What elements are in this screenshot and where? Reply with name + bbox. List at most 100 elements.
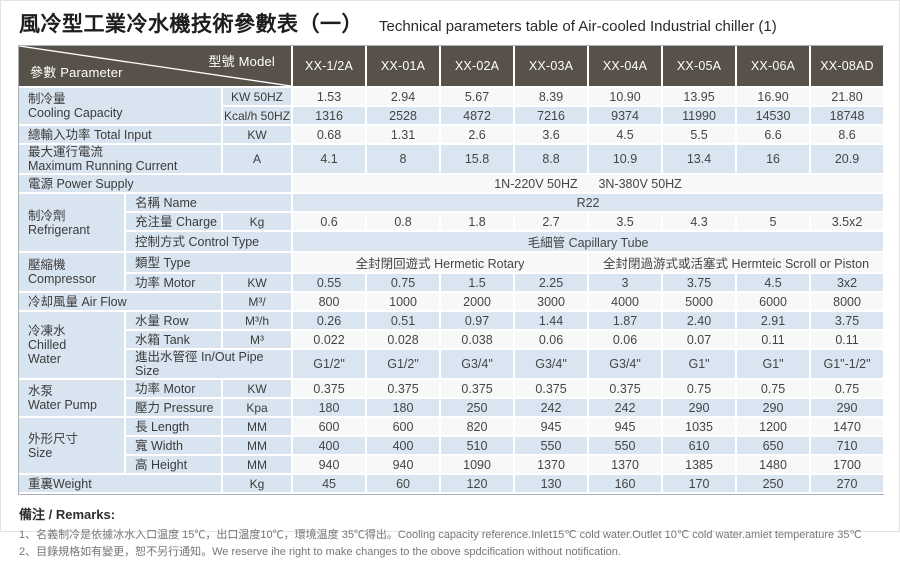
model-column-header: XX-04A (589, 46, 664, 88)
value-cell: 510 (441, 437, 516, 456)
corner-parameter-label: 參數 Parameter (30, 65, 123, 80)
table-row: 制冷劑 Refrigerant 名稱 Name R22 (19, 194, 886, 253)
table-row: 高 Height MM 940 940 1090 1370 1370 1385 1480 1700 (19, 456, 886, 475)
param-label: 總輸入功率 Total Input (19, 126, 223, 145)
param-label: 功率 Motor (126, 380, 223, 399)
param-label: 名稱 Name (126, 194, 294, 213)
table-header-row: 型號 Model 參數 Parameter XX-1/2A XX-01A XX-02… (19, 46, 886, 88)
unit-cell: KW (223, 380, 294, 399)
value-cell: 5 (737, 213, 812, 232)
param-label: 外形尺寸 Size (19, 418, 126, 475)
param-label: 進出水管徑 In/Out Pipe Size (126, 350, 294, 380)
value-cell: 180 (367, 399, 442, 418)
merged-value-cell: 毛細管 Capillary Tube (293, 232, 886, 253)
value-cell: 11990 (663, 107, 738, 126)
remark-line-2: 2、目錄規格如有變更，恕不另行通知。We reserve ihe right t… (19, 546, 621, 559)
value-cell: 0.11 (737, 331, 812, 350)
value-cell: 600 (367, 418, 442, 437)
value-cell: 0.038 (441, 331, 516, 350)
table-row: Kcal/h 50HZ 1316 2528 4872 7216 9374 11990 1453… (19, 107, 886, 126)
value-cell: 1316 (293, 107, 368, 126)
value-cell: 13.95 (663, 88, 738, 107)
value-cell: 3.75 (811, 312, 886, 331)
merged-value-cell: R22 (293, 194, 886, 213)
value-cell: 5000 (663, 293, 738, 312)
diagonal-divider (19, 46, 292, 86)
value-cell: 710 (811, 437, 886, 456)
value-cell: 1470 (811, 418, 886, 437)
value-cell: G1/2" (293, 350, 368, 380)
model-column-header: XX-06A (737, 46, 812, 88)
value-cell: 120 (441, 475, 516, 494)
param-label: 類型 Type (126, 253, 294, 274)
value-cell: 6.6 (737, 126, 812, 145)
value-cell: 1090 (441, 456, 516, 475)
value-cell: 4872 (441, 107, 516, 126)
value-cell: 250 (441, 399, 516, 418)
value-cell: 3 (589, 274, 664, 293)
value-cell: 14530 (737, 107, 812, 126)
value-cell: 0.022 (293, 331, 368, 350)
value-cell: 0.75 (663, 380, 738, 399)
table-row: 冷却風量 Air Flow M³/800 1000 2000 3000 4000 5000 6… (19, 293, 886, 312)
param-label: 電源 Power Supply (19, 175, 294, 194)
unit-cell: Kcal/h 50HZ (223, 107, 294, 126)
value-cell: 1.8 (441, 213, 516, 232)
param-label: 冷却風量 Air Flow (19, 293, 223, 312)
value-cell: 400 (293, 437, 368, 456)
value-cell: G1" (737, 350, 812, 380)
param-label: 水泵 Water Pump (19, 380, 126, 418)
value-cell: 16 (737, 145, 812, 175)
value-cell: 16.90 (737, 88, 812, 107)
page-title: 風冷型工業冷水機技術參數表（一） Technical parameters ta… (19, 8, 899, 38)
table-row: 水箱 Tank M³ 0.022 0.028 0.038 0.06 0.06 0.07 0.11… (19, 331, 886, 350)
param-label: 高 Height (126, 456, 223, 475)
value-cell: 3x2 (811, 274, 886, 293)
value-cell: 2.91 (737, 312, 812, 331)
value-cell: 0.07 (663, 331, 738, 350)
value-cell: 940 (367, 456, 442, 475)
value-cell: G1"-1/2" (811, 350, 886, 380)
value-cell: 945 (515, 418, 590, 437)
value-cell: 7216 (515, 107, 590, 126)
value-cell: 4000 (589, 293, 664, 312)
value-cell: 250 (737, 475, 812, 494)
value-cell: 60 (367, 475, 442, 494)
value-cell: 0.55 (293, 274, 368, 293)
model-column-header: XX-05A (663, 46, 738, 88)
value-cell: 0.375 (589, 380, 664, 399)
value-cell: 0.6 (293, 213, 368, 232)
value-cell: 242 (515, 399, 590, 418)
value-cell: 1035 (663, 418, 738, 437)
value-cell: 10.9 (589, 145, 664, 175)
value-cell: 2.40 (663, 312, 738, 331)
value-cell: 550 (515, 437, 590, 456)
value-cell: 650 (737, 437, 812, 456)
value-cell: 2528 (367, 107, 442, 126)
page-title-en: Technical parameters table of Air-cooled… (379, 18, 777, 35)
table-row: 壓縮機 Compressor 類型 Type 全封閉回遊式 Hermetic Rot… (19, 253, 886, 293)
value-cell: 0.06 (589, 331, 664, 350)
value-cell: 3000 (515, 293, 590, 312)
value-cell: 1.44 (515, 312, 590, 331)
value-cell: 170 (663, 475, 738, 494)
value-cell: 1.31 (367, 126, 442, 145)
value-cell: 0.11 (811, 331, 886, 350)
value-cell: 0.97 (441, 312, 516, 331)
value-cell: 1370 (589, 456, 664, 475)
value-cell: 3.5 (589, 213, 664, 232)
merged-value-cell: 1N-220V 50HZ 3N-380V 50HZ (293, 175, 886, 194)
param-label: 控制方式 Control Type (126, 232, 294, 253)
merged-value-cell: 全封閉回遊式 Hermetic Rotary (293, 253, 590, 274)
value-cell: 0.375 (515, 380, 590, 399)
value-cell: 4.1 (293, 145, 368, 175)
value-cell: 1700 (811, 456, 886, 475)
value-cell: 290 (811, 399, 886, 418)
value-cell: 0.51 (367, 312, 442, 331)
value-cell: 1.87 (589, 312, 664, 331)
unit-cell: M³ (223, 331, 294, 350)
value-cell: 2.6 (441, 126, 516, 145)
unit-cell: Kg (223, 475, 294, 494)
value-cell: G3/4" (589, 350, 664, 380)
table-row: 壓力 Pressure Kpa 180 180 250 242 242 290 290 290 (19, 399, 886, 418)
